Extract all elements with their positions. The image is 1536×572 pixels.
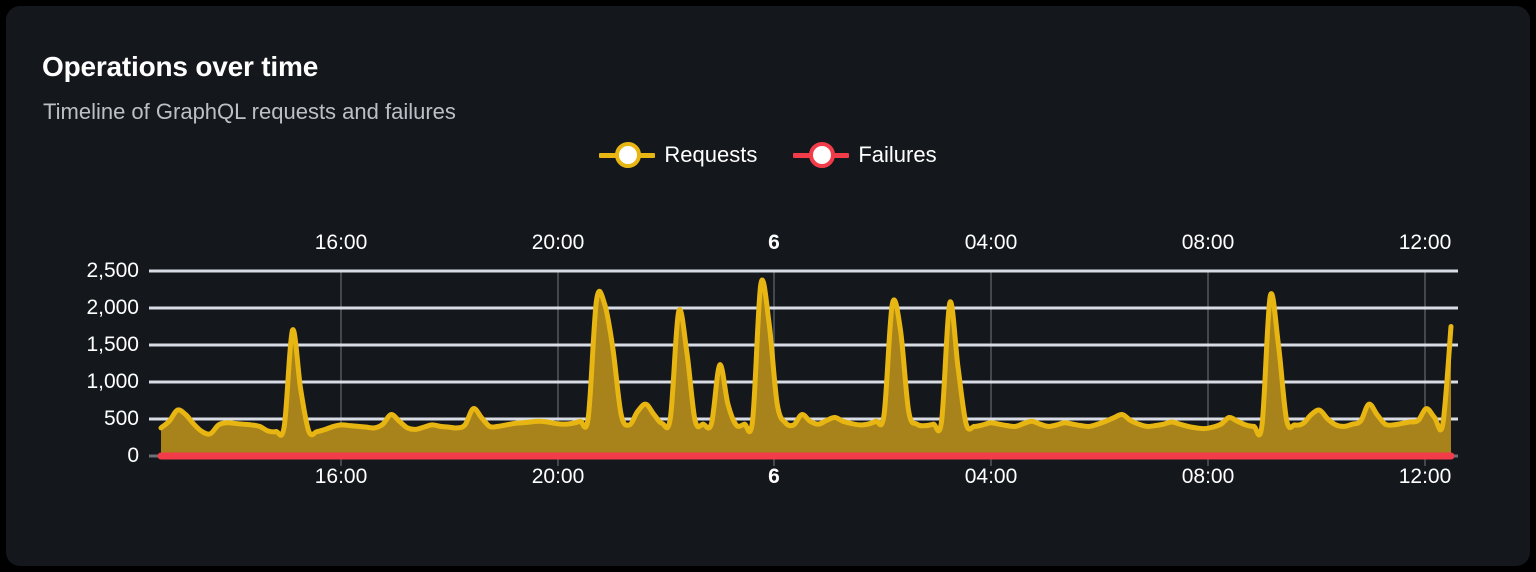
x-axis-tick-label-bottom: 6	[768, 465, 780, 488]
y-axis-tick-label: 0	[127, 444, 139, 467]
x-axis-tick-label-bottom: 20:00	[531, 465, 585, 488]
x-axis-tick-label-bottom: 16:00	[314, 465, 368, 488]
x-axis-tick-label-top: 04:00	[964, 231, 1018, 254]
x-axis-tick-label-bottom: 12:00	[1398, 465, 1452, 488]
page-title: Operations over time	[42, 51, 319, 82]
legend-label-requests: Requests	[664, 142, 758, 167]
x-axis-tick-label-bottom: 04:00	[964, 465, 1018, 488]
legend-item-requests[interactable]: Requests	[599, 142, 757, 168]
page-subtitle: Timeline of GraphQL requests and failure…	[43, 99, 456, 124]
y-axis-tick-label: 2,000	[86, 296, 139, 319]
y-axis-tick-label: 500	[103, 407, 139, 430]
legend-item-failures[interactable]: Failures	[793, 142, 937, 168]
y-axis-tick-label: 1,500	[86, 333, 139, 356]
legend-marker-requests-icon	[599, 142, 656, 168]
chart-card: Operations over time Timeline of GraphQL…	[6, 6, 1530, 566]
x-axis-tick-label-top: 6	[768, 231, 780, 254]
chart-svg	[149, 269, 1458, 466]
x-axis-tick-label-top: 16:00	[314, 231, 368, 254]
chart-plot-area[interactable]: 0 500 1,000 1,500 2,000 2,500 16:00 20:00 6 04:00…	[6, 6, 1530, 566]
x-axis-tick-label-bottom: 08:00	[1181, 465, 1235, 488]
y-axis-tick-label: 1,000	[86, 370, 139, 393]
legend-marker-failures-icon	[793, 142, 850, 168]
x-axis-tick-label-top: 12:00	[1398, 231, 1452, 254]
x-axis-tick-label-top: 08:00	[1181, 231, 1235, 254]
x-axis-tick-label-top: 20:00	[531, 231, 585, 254]
chart-legend: Requests Failures	[6, 142, 1530, 168]
legend-label-failures: Failures	[858, 142, 937, 167]
y-axis-tick-label: 2,500	[86, 259, 139, 282]
